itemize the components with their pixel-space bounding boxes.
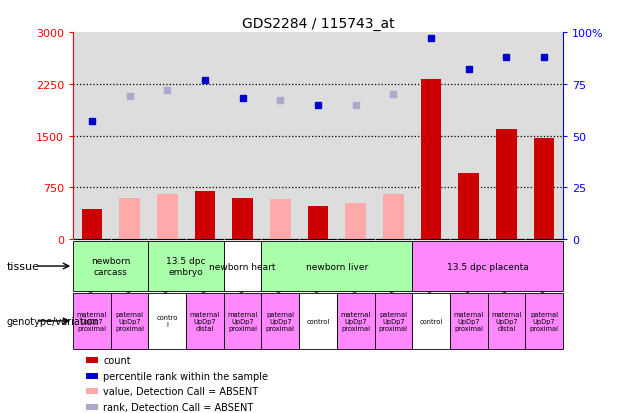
Bar: [375, 293, 412, 349]
Text: 13.5 dpc placenta: 13.5 dpc placenta: [446, 262, 529, 271]
Bar: [120, 198, 140, 240]
Text: maternal
UpDp7
proximal: maternal UpDp7 proximal: [340, 311, 371, 331]
Text: contro
l: contro l: [156, 315, 178, 328]
Bar: [86, 357, 98, 363]
Text: GSM109552: GSM109552: [276, 241, 285, 292]
Text: rank, Detection Call = ABSENT: rank, Detection Call = ABSENT: [103, 402, 253, 412]
Text: GSM109555: GSM109555: [351, 241, 360, 292]
Title: GDS2284 / 115743_at: GDS2284 / 115743_at: [242, 17, 394, 31]
Bar: [299, 293, 337, 349]
Text: maternal
UpDp7
proximal: maternal UpDp7 proximal: [453, 311, 484, 331]
Text: GSM109556: GSM109556: [314, 241, 322, 292]
Bar: [525, 293, 563, 349]
Bar: [459, 173, 479, 240]
Text: paternal
UpDp7
proximal: paternal UpDp7 proximal: [266, 311, 295, 331]
Bar: [412, 293, 450, 349]
Text: newborn
carcass: newborn carcass: [91, 257, 130, 276]
Bar: [86, 373, 98, 379]
Text: paternal
UpDp7
proximal: paternal UpDp7 proximal: [379, 311, 408, 331]
Bar: [195, 191, 216, 240]
Bar: [157, 195, 177, 240]
Bar: [308, 206, 328, 240]
Text: newborn liver: newborn liver: [306, 262, 368, 271]
Text: maternal
UpDp7
proximal: maternal UpDp7 proximal: [77, 311, 107, 331]
Text: GSM109535: GSM109535: [88, 241, 97, 292]
Text: tissue: tissue: [6, 261, 39, 271]
Text: GSM109536: GSM109536: [125, 241, 134, 292]
Text: value, Detection Call = ABSENT: value, Detection Call = ABSENT: [103, 386, 258, 396]
Bar: [337, 293, 375, 349]
Bar: [383, 194, 404, 240]
Bar: [86, 404, 98, 410]
Text: genotype/variation: genotype/variation: [6, 316, 99, 326]
Bar: [148, 293, 186, 349]
Bar: [270, 199, 291, 240]
Text: GSM109565: GSM109565: [427, 241, 436, 292]
Text: count: count: [103, 355, 130, 366]
Bar: [224, 242, 261, 291]
Text: 13.5 dpc
embryo: 13.5 dpc embryo: [167, 257, 206, 276]
Bar: [450, 293, 488, 349]
Bar: [111, 293, 148, 349]
Text: GSM109541: GSM109541: [200, 241, 209, 292]
Bar: [420, 80, 441, 240]
Bar: [488, 293, 525, 349]
Text: maternal
UpDp7
distal: maternal UpDp7 distal: [491, 311, 522, 331]
Text: GSM109570: GSM109570: [464, 241, 473, 292]
Bar: [148, 242, 224, 291]
Text: control: control: [419, 318, 443, 324]
Text: control: control: [307, 318, 329, 324]
Bar: [73, 242, 148, 291]
Text: GSM109542: GSM109542: [163, 241, 172, 292]
Bar: [186, 293, 224, 349]
Text: paternal
UpDp7
proximal: paternal UpDp7 proximal: [115, 311, 144, 331]
Text: paternal
UpDp7
proximal: paternal UpDp7 proximal: [530, 311, 558, 331]
Bar: [496, 130, 516, 240]
Text: newborn heart: newborn heart: [209, 262, 276, 271]
Text: maternal
UpDp7
distal: maternal UpDp7 distal: [190, 311, 220, 331]
Text: GSM109551: GSM109551: [238, 241, 247, 292]
Bar: [345, 204, 366, 240]
Bar: [261, 293, 299, 349]
Bar: [81, 210, 102, 240]
Bar: [412, 242, 563, 291]
Bar: [261, 242, 412, 291]
Bar: [86, 388, 98, 394]
Text: GSM109564: GSM109564: [502, 241, 511, 292]
Text: GSM109560: GSM109560: [389, 241, 398, 292]
Bar: [232, 198, 253, 240]
Bar: [224, 293, 261, 349]
Text: GSM109571: GSM109571: [539, 241, 548, 292]
Text: percentile rank within the sample: percentile rank within the sample: [103, 371, 268, 381]
Text: maternal
UpDp7
proximal: maternal UpDp7 proximal: [228, 311, 258, 331]
Bar: [534, 139, 555, 240]
Bar: [73, 293, 111, 349]
